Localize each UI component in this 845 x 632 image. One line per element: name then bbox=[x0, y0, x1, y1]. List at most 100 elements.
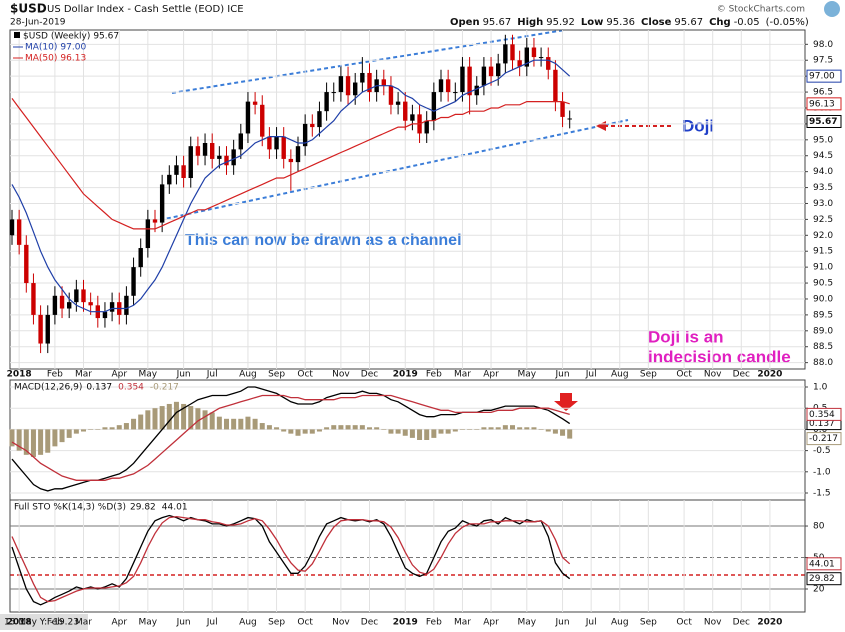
x-tick-label: Sep bbox=[268, 370, 285, 380]
histogram-bar bbox=[173, 401, 179, 430]
candle-body bbox=[16, 219, 22, 245]
candle-body bbox=[145, 219, 151, 249]
candle-body bbox=[31, 283, 36, 315]
x-tick-label: Oct bbox=[297, 370, 313, 380]
x-tick-label: Mar bbox=[454, 370, 471, 380]
histogram-bar bbox=[402, 429, 408, 436]
candle-body bbox=[159, 184, 165, 223]
candle-body bbox=[38, 314, 43, 344]
x-tick-label: Feb bbox=[47, 618, 63, 628]
y-tick-label: 89.5 bbox=[813, 310, 833, 320]
legend-value: 44.01 bbox=[162, 503, 188, 513]
legend-value: 97.00 bbox=[60, 43, 86, 53]
histogram-bar bbox=[38, 429, 44, 455]
histogram-bar bbox=[238, 418, 244, 430]
y-tick-label: 1.0 bbox=[813, 382, 828, 392]
histogram-bar bbox=[288, 429, 294, 434]
value-box: 0.354 bbox=[806, 407, 842, 421]
candle-body bbox=[138, 248, 143, 268]
candle-body bbox=[560, 101, 565, 117]
candle-body bbox=[67, 302, 72, 309]
legend-value: 29.82 bbox=[130, 503, 156, 513]
value-box-label: 95.67 bbox=[809, 117, 837, 127]
x-tick-label: Jul bbox=[585, 618, 597, 628]
value-box: 44.01 bbox=[806, 557, 842, 571]
histogram-bar bbox=[59, 429, 65, 443]
legend-swatch bbox=[14, 32, 20, 38]
histogram-bar bbox=[52, 429, 58, 447]
legend-label: $USD (Weekly) bbox=[23, 32, 90, 42]
x-tick-label: May bbox=[517, 370, 536, 380]
value-box-bg bbox=[806, 97, 842, 111]
candle-body bbox=[295, 146, 301, 163]
x-tick-label: Oct bbox=[676, 370, 692, 380]
histogram-bar bbox=[438, 429, 444, 434]
channel-note: This can now be drawn as a channel bbox=[185, 232, 462, 249]
value-box: 95.67 bbox=[806, 114, 842, 128]
legend-value: 95.67 bbox=[93, 32, 119, 42]
y-tick-label: 98.0 bbox=[813, 40, 833, 50]
doji-note: indecision candle bbox=[648, 347, 791, 366]
histogram-bar bbox=[66, 429, 72, 438]
candle-body bbox=[324, 92, 329, 112]
histogram-bar bbox=[131, 418, 137, 430]
histogram-bar bbox=[266, 425, 272, 430]
histogram-bar bbox=[352, 425, 358, 430]
candle-body bbox=[488, 66, 494, 77]
quote-change-pct: (-0.05%) bbox=[766, 17, 809, 28]
x-tick-label: Dec bbox=[733, 370, 750, 380]
histogram-bar bbox=[166, 403, 172, 430]
x-tick-label: Jun bbox=[555, 370, 570, 380]
x-tick-label: Dec bbox=[733, 618, 750, 628]
candle-body bbox=[124, 295, 129, 315]
histogram-bar bbox=[459, 429, 465, 430]
quote-value: -0.05 bbox=[734, 17, 760, 28]
candle-body bbox=[267, 136, 272, 150]
histogram-bar bbox=[16, 429, 22, 451]
candle-body bbox=[252, 101, 258, 105]
candle-body bbox=[210, 143, 215, 159]
histogram-bar bbox=[560, 429, 566, 436]
histogram-bar bbox=[510, 425, 515, 430]
tooltip: 13 May Y: -19.23 bbox=[4, 618, 79, 628]
value-box-bg bbox=[806, 572, 842, 586]
candle-body bbox=[496, 63, 501, 77]
histogram-bar bbox=[116, 425, 122, 430]
x-tick-label: Sep bbox=[268, 618, 285, 628]
candle-body bbox=[567, 118, 572, 120]
legend-value: 0.354 bbox=[118, 383, 144, 393]
histogram-bar bbox=[502, 425, 508, 430]
candle-body bbox=[531, 47, 537, 58]
y-tick-label: 88.0 bbox=[813, 358, 833, 368]
candle-body bbox=[367, 72, 372, 93]
legend-value: 96.13 bbox=[60, 54, 86, 64]
histogram-bar bbox=[316, 429, 322, 432]
candle-body bbox=[224, 155, 229, 166]
candle-body bbox=[445, 79, 451, 93]
candle-body bbox=[195, 146, 201, 156]
histogram-bar bbox=[538, 429, 544, 430]
y-tick-label: 92.5 bbox=[813, 215, 833, 225]
value-box-label: 97.00 bbox=[809, 72, 835, 82]
x-tick-label: Sep bbox=[640, 618, 657, 628]
candle-body bbox=[174, 165, 179, 175]
y-tick-label: 94.0 bbox=[813, 167, 833, 177]
candle-body bbox=[317, 111, 322, 128]
candle-body bbox=[152, 219, 158, 223]
x-tick-label: Mar bbox=[75, 618, 92, 628]
candle-body bbox=[302, 123, 308, 147]
candle-body bbox=[24, 244, 29, 284]
x-tick-label: May bbox=[139, 370, 158, 380]
histogram-bar bbox=[409, 429, 415, 438]
quote-label: Low bbox=[581, 17, 603, 28]
histogram-bar bbox=[431, 429, 437, 438]
histogram-bar bbox=[345, 425, 351, 430]
x-tick-label: May bbox=[517, 618, 536, 628]
x-tick-label: Apr bbox=[111, 370, 127, 380]
channel-upper bbox=[171, 29, 566, 94]
histogram-bar bbox=[109, 427, 115, 430]
histogram-bar bbox=[331, 425, 337, 430]
x-tick-label: 2020 bbox=[757, 618, 782, 628]
quote-value: 95.67 bbox=[483, 17, 512, 28]
doji-note: Doji is an bbox=[648, 327, 724, 346]
